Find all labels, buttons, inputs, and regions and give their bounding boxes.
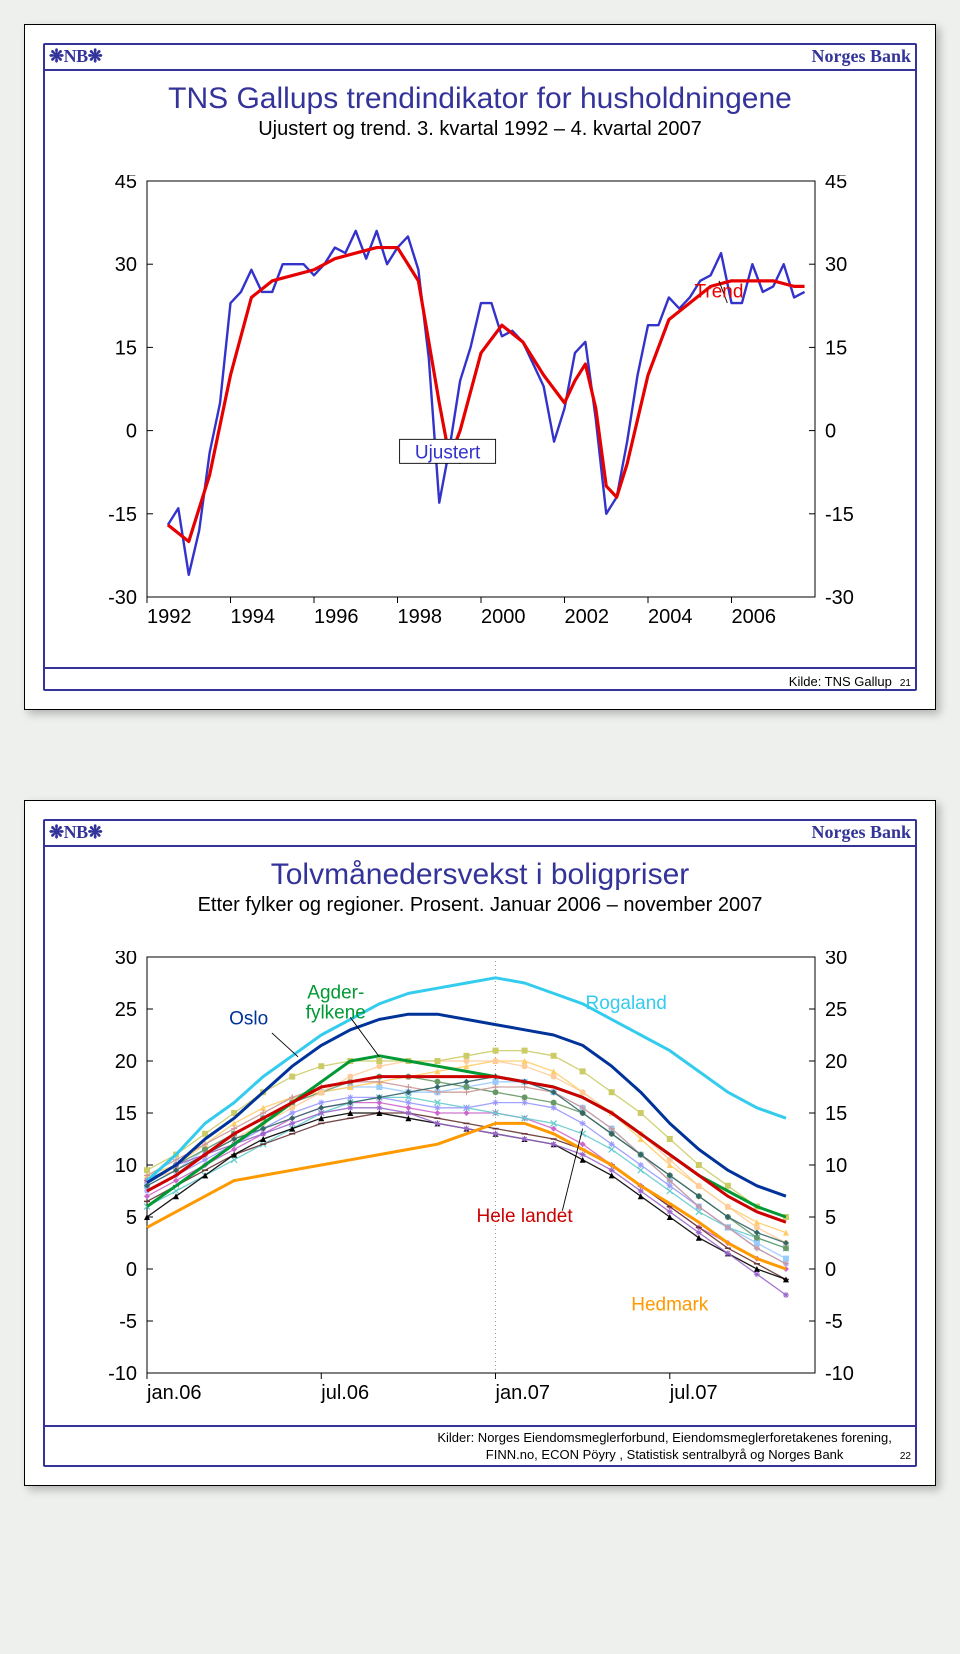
nb-name: Norges Bank	[811, 822, 911, 843]
slide-title: Tolvmånedersvekst i boligpriser	[55, 857, 905, 893]
svg-text:5: 5	[126, 1207, 137, 1229]
svg-text:jan.06: jan.06	[146, 1382, 202, 1404]
svg-text:jan.07: jan.07	[495, 1382, 551, 1404]
svg-text:jul.07: jul.07	[669, 1382, 718, 1404]
svg-text:2002: 2002	[565, 606, 610, 628]
svg-text:10: 10	[825, 1155, 847, 1177]
svg-text:20: 20	[115, 1051, 137, 1073]
svg-text:10: 10	[115, 1155, 137, 1177]
svg-text:0: 0	[825, 421, 836, 443]
nb-logo: ❋NB❋	[49, 822, 102, 843]
svg-text:15: 15	[825, 1103, 847, 1125]
source-text-1: Kilder: Norges Eiendomsmeglerforbund, Ei…	[437, 1430, 892, 1446]
svg-text:45: 45	[825, 175, 847, 193]
page-number: 22	[900, 1451, 911, 1463]
nb-name: Norges Bank	[811, 46, 911, 67]
svg-text:1994: 1994	[231, 606, 276, 628]
svg-text:15: 15	[115, 1103, 137, 1125]
footer: Kilde: TNS Gallup 21	[43, 667, 917, 691]
header: ❋NB❋ Norges Bank	[43, 819, 917, 847]
slide-subtitle: Ujustert og trend. 3. kvartal 1992 – 4. …	[55, 117, 905, 142]
svg-text:-15: -15	[825, 504, 854, 526]
svg-text:-30: -30	[825, 587, 854, 609]
slide-subtitle: Etter fylker og regioner. Prosent. Janua…	[55, 893, 905, 918]
svg-text:-5: -5	[119, 1311, 137, 1333]
svg-text:Hedmark: Hedmark	[631, 1295, 709, 1316]
chart-1: -30 -30 -15 -15 0 0 15 15 30 30 45 45 1992 1994 1996 19…	[95, 175, 865, 629]
svg-text:15: 15	[115, 337, 137, 359]
svg-text:30: 30	[115, 951, 137, 969]
svg-text:20: 20	[825, 1051, 847, 1073]
svg-text:1998: 1998	[398, 606, 443, 628]
svg-text:0: 0	[126, 421, 137, 443]
svg-text:-30: -30	[108, 587, 137, 609]
svg-text:30: 30	[825, 951, 847, 969]
footer: Kilder: Norges Eiendomsmeglerforbund, Ei…	[43, 1425, 917, 1467]
slide-2: ❋NB❋ Norges Bank Tolvmånedersvekst i bol…	[24, 800, 936, 1486]
svg-text:2006: 2006	[732, 606, 777, 628]
svg-text:1992: 1992	[147, 606, 192, 628]
svg-text:Ujustert: Ujustert	[415, 442, 481, 463]
source-text: Kilde: TNS Gallup	[789, 674, 892, 690]
nb-logo: ❋NB❋	[49, 46, 102, 67]
svg-text:Oslo: Oslo	[229, 1009, 268, 1030]
svg-text:25: 25	[115, 999, 137, 1021]
svg-text:30: 30	[115, 254, 137, 276]
svg-text:-5: -5	[825, 1311, 843, 1333]
svg-text:Trend: Trend	[695, 281, 744, 302]
chart-2: -10 -10 -5 -5 0 0 5 5 10 10 15 15 20 20 25 25 30 30 jan.06…	[95, 951, 865, 1405]
svg-text:15: 15	[825, 337, 847, 359]
svg-text:fylkene: fylkene	[306, 1003, 366, 1024]
svg-text:Rogaland: Rogaland	[586, 993, 667, 1014]
svg-text:25: 25	[825, 999, 847, 1021]
svg-text:45: 45	[115, 175, 137, 193]
svg-text:-10: -10	[825, 1363, 854, 1385]
svg-text:Agder-: Agder-	[307, 983, 364, 1004]
slide-title: TNS Gallups trendindikator for husholdni…	[55, 81, 905, 117]
svg-text:2000: 2000	[481, 606, 526, 628]
source-text-2: FINN.no, ECON Pöyry , Statistisk sentral…	[486, 1447, 844, 1463]
svg-text:1996: 1996	[314, 606, 359, 628]
svg-text:0: 0	[126, 1259, 137, 1281]
svg-text:jul.06: jul.06	[320, 1382, 369, 1404]
svg-text:-15: -15	[108, 504, 137, 526]
page-number: 21	[900, 678, 911, 690]
svg-text:Hele landet: Hele landet	[477, 1206, 574, 1227]
svg-text:30: 30	[825, 254, 847, 276]
slide-1: ❋NB❋ Norges Bank TNS Gallups trendindika…	[24, 24, 936, 710]
svg-text:5: 5	[825, 1207, 836, 1229]
header: ❋NB❋ Norges Bank	[43, 43, 917, 71]
svg-text:2004: 2004	[648, 606, 693, 628]
svg-text:0: 0	[825, 1259, 836, 1281]
svg-text:-10: -10	[108, 1363, 137, 1385]
